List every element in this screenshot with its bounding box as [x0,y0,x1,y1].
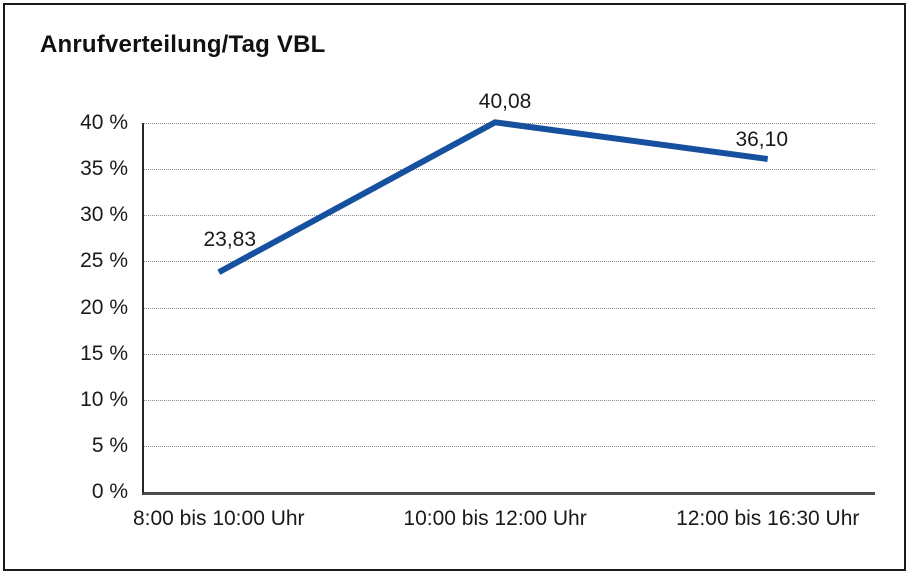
gridline-25 [144,261,875,263]
data-label-2: 36,10 [735,127,789,151]
data-label-1: 40,08 [478,90,532,114]
y-tick-label-40: 40 % [80,111,128,134]
y-tick-label-15: 15 % [80,341,128,365]
x-tick-label-0: 8:00 bis 10:00 Uhr [132,507,305,530]
gridline-35 [144,169,875,171]
y-tick-label-20: 20 % [80,295,128,319]
gridline-15 [144,353,875,355]
chart-frame [3,3,906,571]
x-tick-label-2: 12:00 bis 16:30 Uhr [676,507,860,530]
plot-area [142,123,875,495]
y-tick-label-35: 35 % [80,157,128,181]
y-tick-label-30: 30 % [80,203,128,227]
line-series-layer [217,119,769,275]
y-tick-label-5: 5 % [91,433,128,457]
data-label-0: 23,83 [203,228,257,252]
gridline-5 [144,445,875,447]
gridline-30 [144,215,875,217]
y-tick-label-10: 10 % [80,387,128,411]
y-tick-label-25: 25 % [80,249,128,273]
y-tick-label-0: 0 % [91,480,128,503]
gridline-20 [144,307,875,309]
chart-title: Anrufverteilung/Tag VBL [40,31,326,58]
gridline-10 [144,399,875,401]
x-tick-label-1: 10:00 bis 12:00 Uhr [403,507,587,530]
series-line [217,119,769,275]
